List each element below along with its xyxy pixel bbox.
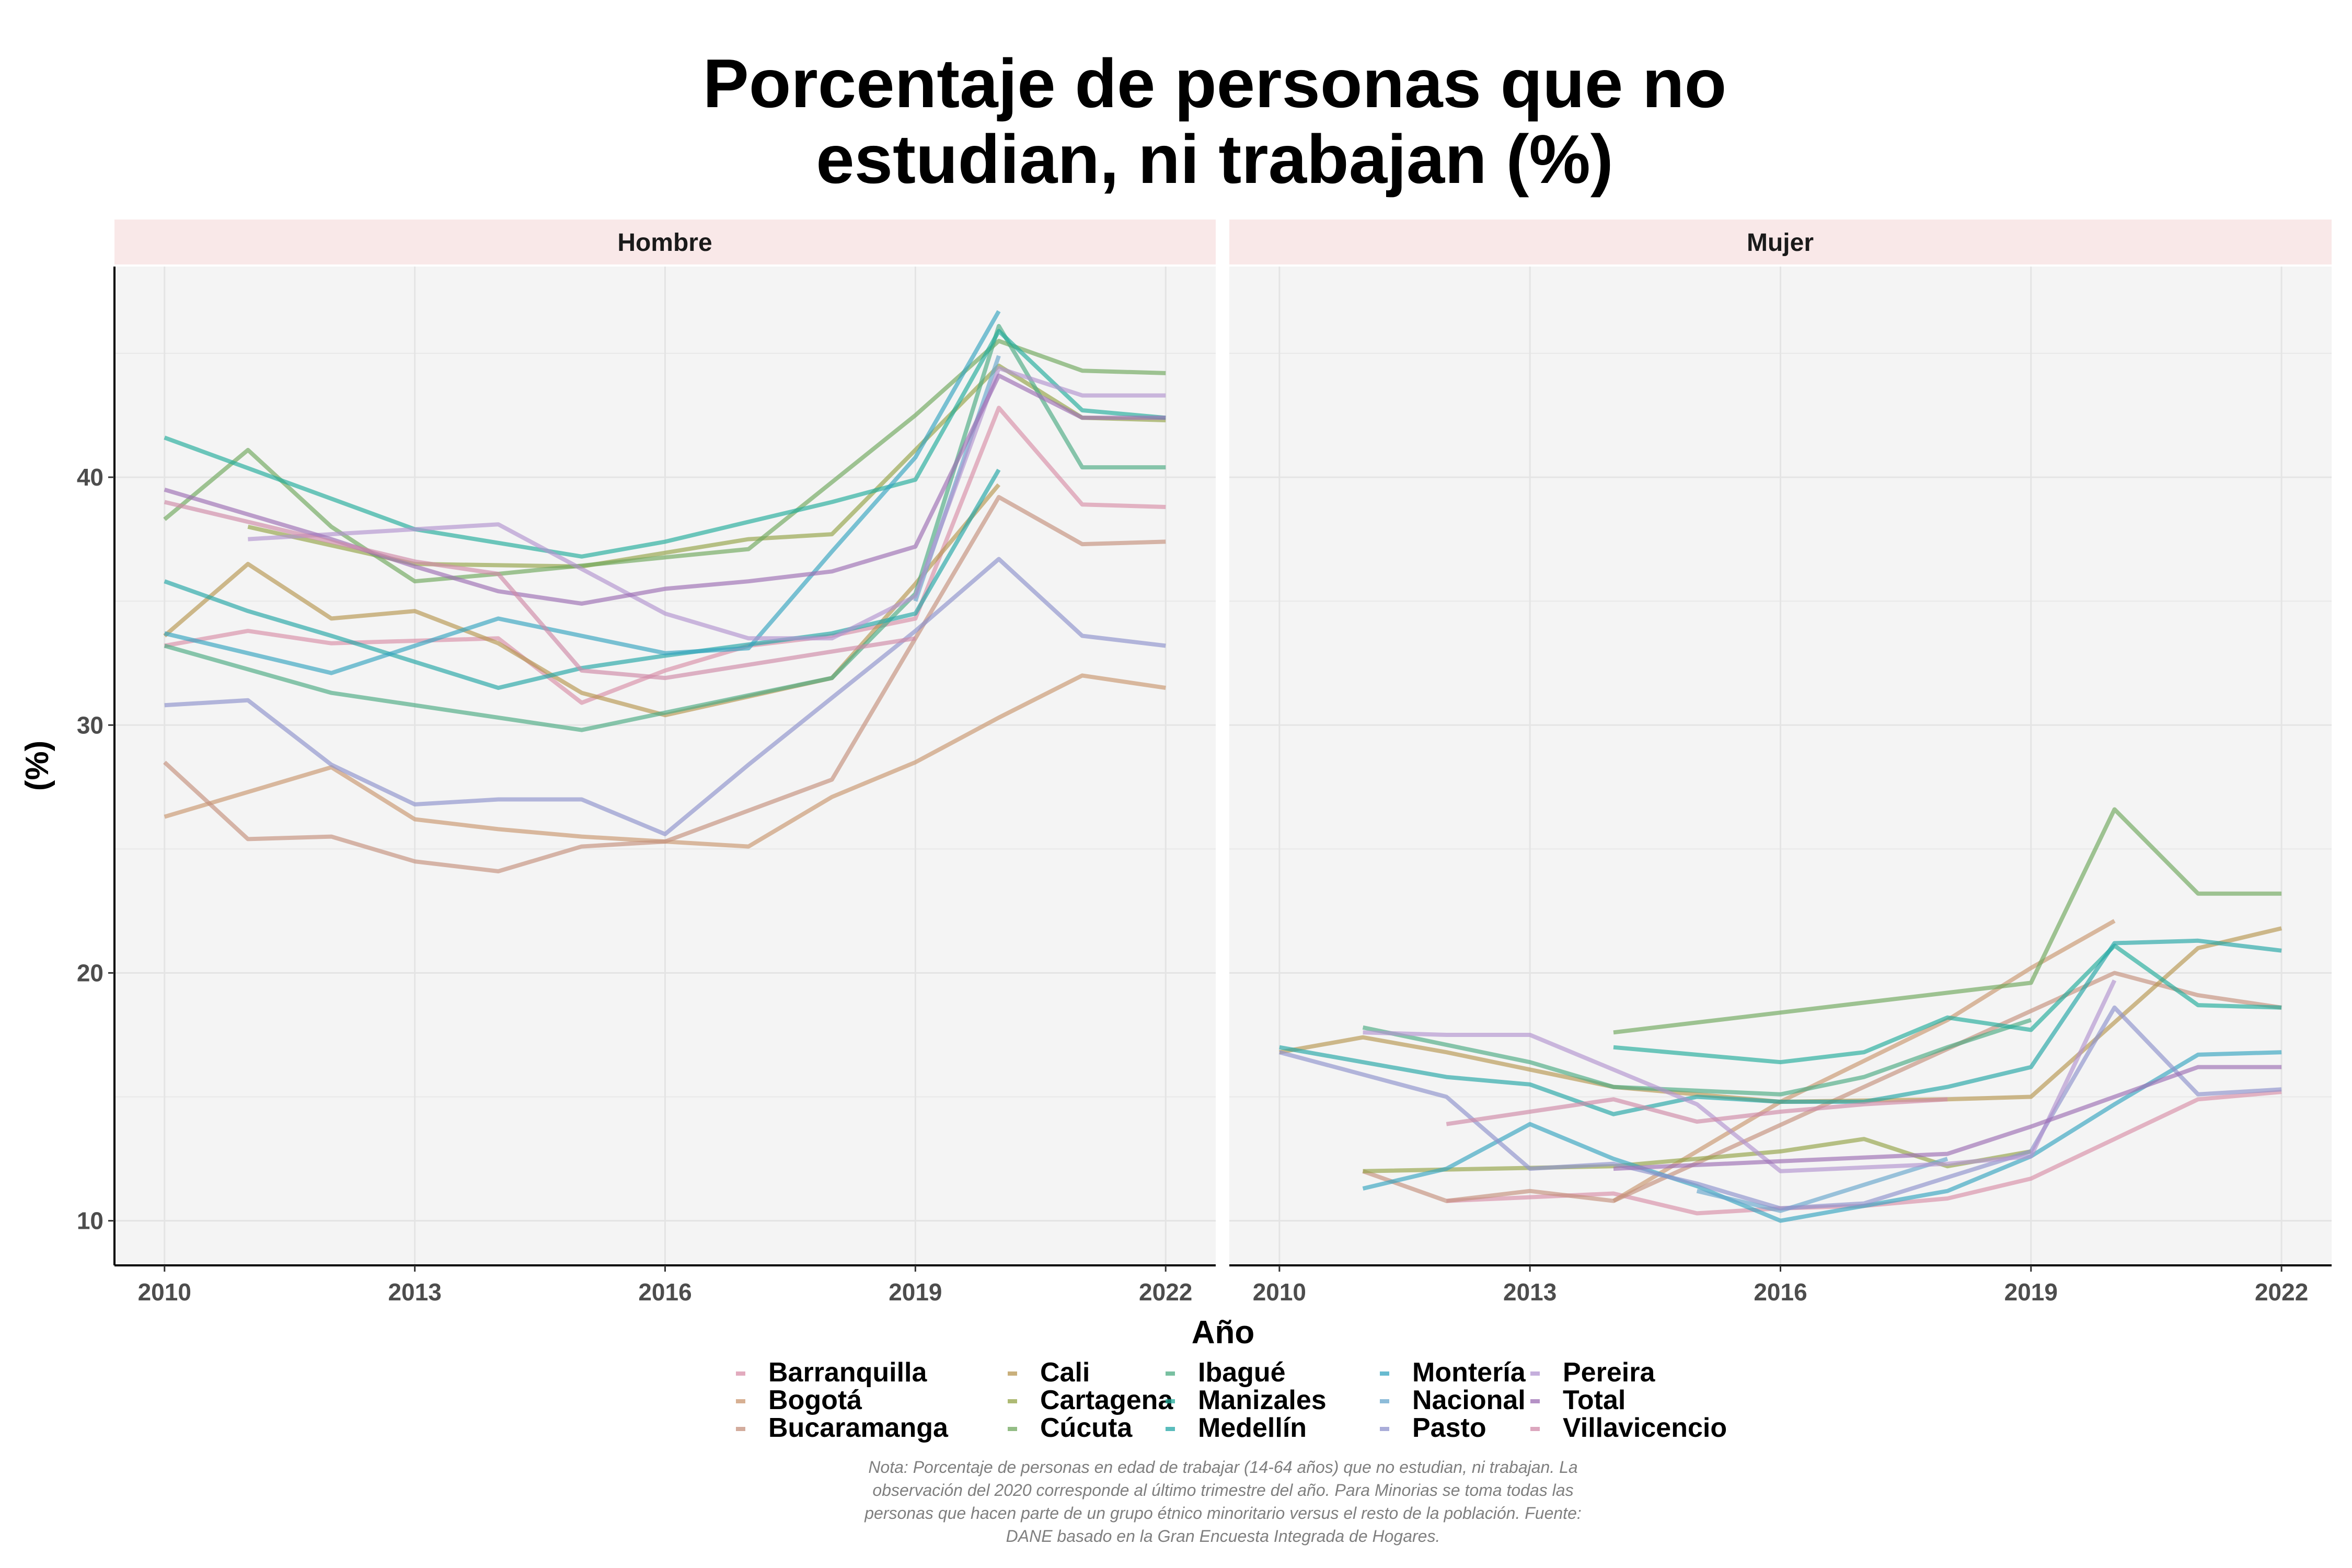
series-line-hombre-barranquilla xyxy=(164,406,1166,705)
series-line-hombre-manizales xyxy=(164,329,1166,559)
facet-label-hombre: Hombre xyxy=(617,229,712,257)
series-line-mujer-pasto xyxy=(1278,1005,2282,1210)
legend-label-bucaramanga: Bucaramanga xyxy=(768,1413,949,1443)
note-line-2: observación del 2020 corresponde al últi… xyxy=(872,1481,1573,1500)
y-tick-label: 40 xyxy=(77,464,103,491)
series-line-hombre-pasto xyxy=(164,557,1166,836)
legend-label-medellin: Medellín xyxy=(1198,1413,1307,1443)
series-line-hombre-bucaramanga xyxy=(163,495,1166,873)
x-axis-title: Año xyxy=(1192,1315,1255,1351)
series-line-hombre-villavicencio xyxy=(164,500,916,681)
series-line-mujer-pereira xyxy=(1363,979,2117,1173)
legend-label-nacional: Nacional xyxy=(1412,1385,1526,1415)
facet-strip-hombre xyxy=(114,220,1216,264)
y-tick-label: 30 xyxy=(77,711,103,739)
series-line-mujer-monteria xyxy=(1362,1050,2282,1223)
series-line-hombre-ibague xyxy=(164,324,1166,732)
note-line-4: DANE basado en la Gran Encuesta Integrad… xyxy=(1006,1527,1440,1546)
x-tick-label: 2022 xyxy=(1139,1278,1192,1306)
series-line-mujer-medellin xyxy=(1279,938,2282,1116)
note-line-1: Nota: Porcentaje de personas en edad de … xyxy=(868,1458,1577,1477)
chart-title-line-2: estudian, ni trabajan (%) xyxy=(816,121,1613,198)
legend-label-monteria: Montería xyxy=(1412,1357,1526,1388)
series-line-mujer-villavicencio xyxy=(1446,1097,1948,1126)
x-tick-label: 2016 xyxy=(1754,1278,1807,1306)
legend-label-bogota: Bogotá xyxy=(768,1385,862,1415)
series-line-mujer-cucuta xyxy=(1613,807,2282,1035)
facet-strip-mujer xyxy=(1229,220,2332,264)
legend-label-pereira: Pereira xyxy=(1563,1357,1655,1388)
y-tick-label: 20 xyxy=(77,959,103,986)
series-line-mujer-nacional xyxy=(1696,1157,1949,1213)
x-tick-label: 2016 xyxy=(638,1278,691,1306)
chart-title-line-1: Porcentaje de personas que no xyxy=(703,45,1727,122)
series-line-hombre-cali xyxy=(163,483,1001,718)
axis-ticks: 2010 2013 2016 2019 2022 2010 2013 2016 2019 2022… xyxy=(77,464,2308,1306)
legend-label-barranquilla: Barranquilla xyxy=(768,1357,927,1388)
x-tick-label: 2010 xyxy=(1253,1278,1306,1306)
facet-label-mujer: Mujer xyxy=(1747,229,1814,257)
y-tick-label: 10 xyxy=(77,1207,103,1235)
series-line-mujer-total xyxy=(1613,1065,2282,1171)
series-lines xyxy=(163,310,2282,1223)
x-tick-label: 2013 xyxy=(1503,1278,1557,1306)
x-tick-label: 2019 xyxy=(889,1278,942,1306)
legend-label-pasto: Pasto xyxy=(1412,1413,1486,1443)
legend-label-ibague: Ibagué xyxy=(1198,1357,1286,1388)
y-axis-title: (%) xyxy=(19,741,55,791)
series-line-mujer-ibague xyxy=(1362,1018,2032,1097)
legend-label-villavicencio: Villavicencio xyxy=(1563,1413,1727,1443)
series-line-mujer-barranquilla xyxy=(1446,1090,2282,1216)
series-line-hombre-total xyxy=(164,373,1166,606)
series-line-hombre-bogota xyxy=(164,673,1166,849)
legend-label-cucuta: Cúcuta xyxy=(1040,1413,1133,1443)
legend-label-cali: Cali xyxy=(1040,1357,1090,1388)
series-line-hombre-monteria xyxy=(164,310,1001,675)
series-line-hombre-cucuta xyxy=(163,339,1166,584)
x-tick-label: 2019 xyxy=(2004,1278,2058,1306)
x-tick-label: 2010 xyxy=(138,1278,191,1306)
series-line-mujer-bogota xyxy=(1612,919,2116,1203)
x-tick-label: 2013 xyxy=(388,1278,441,1306)
legend-label-total: Total xyxy=(1563,1385,1625,1415)
grid-lines xyxy=(114,267,2332,1265)
legend-label-manizales: Manizales xyxy=(1198,1385,1327,1415)
note-line-3: personas que hacen parte de un grupo étn… xyxy=(864,1504,1582,1523)
x-tick-label: 2022 xyxy=(2255,1278,2308,1306)
series-line-hombre-pereira xyxy=(248,366,1166,641)
series-line-mujer-bucaramanga xyxy=(1362,971,2282,1203)
legend-label-cartagena: Cartagena xyxy=(1040,1385,1173,1415)
series-line-mujer-manizales xyxy=(1613,943,2282,1065)
